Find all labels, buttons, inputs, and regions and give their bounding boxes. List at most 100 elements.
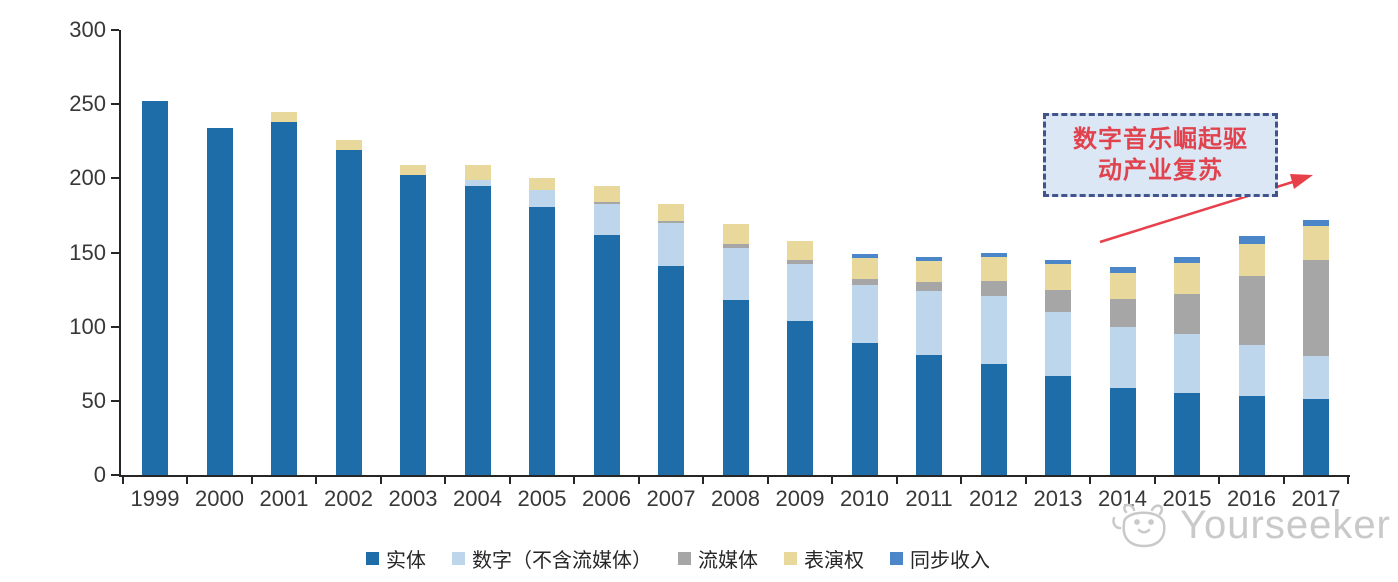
bar-2016-segment-physical [1238, 396, 1265, 475]
chart-legend: 实体 数字（不含流媒体） 流媒体 表演权 同步收入 [366, 544, 990, 573]
bar-2010-segment-streaming [851, 279, 878, 286]
y-axis-label-0: 0 [93, 462, 106, 487]
bar-2002-segment-performance-rights [335, 139, 362, 151]
annotation-text-line2: 动产业复苏 [1098, 157, 1223, 184]
bar-2007-segment-digital-ex-streaming [658, 222, 684, 266]
bar-2006-segment-physical [593, 234, 620, 475]
bar-2009-segment-digital-ex-streaming [787, 264, 813, 321]
y-axis-label-100: 100 [69, 313, 106, 339]
bar-2006-segment-digital-ex-streaming [593, 203, 620, 235]
y-axis-label-200: 200 [69, 165, 106, 191]
x-axis-label-2015: 2015 [1162, 486, 1212, 511]
legend-swatch-physical [366, 552, 379, 565]
bar-2007-segment-streaming [658, 221, 684, 223]
bar-2008-segment-digital-ex-streaming [722, 248, 749, 300]
bar-2015-segment-physical [1174, 393, 1200, 475]
bar-2000 [206, 127, 233, 475]
x-tick-7 [573, 477, 576, 484]
y-axis-label-50: 50 [81, 387, 106, 413]
bar-2009-segment-physical [787, 320, 813, 475]
x-axis-label-2011: 2011 [905, 486, 953, 511]
x-axis-label-2007: 2007 [646, 486, 696, 511]
x-axis-label-1999: 1999 [130, 486, 180, 511]
bar-2017-segment-performance-rights [1303, 225, 1329, 260]
bar-2015-segment-digital-ex-streaming [1174, 334, 1200, 394]
bar-2007-segment-physical [658, 265, 684, 475]
bar-2007-segment-performance-rights [658, 203, 684, 222]
bar-2012-segment-streaming [980, 280, 1007, 296]
legend-item-performance-rights: 表演权 [784, 544, 864, 573]
bar-2006-segment-streaming [593, 202, 620, 204]
bar-2012-segment-sync [980, 252, 1007, 258]
bar-2009-segment-performance-rights [787, 240, 813, 260]
bar-2014-segment-performance-rights [1109, 273, 1136, 299]
x-axis-label-2008: 2008 [711, 486, 760, 511]
bar-2011-segment-physical [916, 354, 942, 475]
bar-2016-segment-streaming [1238, 276, 1265, 345]
bar-2013-segment-sync [1045, 259, 1071, 265]
bar-2006-segment-performance-rights [593, 185, 620, 203]
bar-2004 [464, 165, 491, 475]
bar-2008 [722, 224, 749, 475]
bar-2013-segment-digital-ex-streaming [1045, 311, 1071, 376]
bar-2002 [335, 139, 362, 475]
x-tick-17 [1218, 477, 1221, 484]
bar-2009 [787, 240, 813, 475]
y-axis-label-150: 150 [69, 239, 106, 265]
legend-swatch-performance-rights [784, 552, 797, 565]
x-axis-label-2000: 2000 [195, 486, 244, 511]
annotation-text-line1: 数字音乐崛起驱 [1073, 126, 1248, 153]
annotation-callout: 数字音乐崛起驱 动产业复苏 [1043, 113, 1278, 197]
bar-2001 [271, 111, 297, 475]
x-axis-label-2012: 2012 [969, 486, 1018, 511]
x-tick-15 [1089, 477, 1092, 484]
bar-2017-segment-streaming [1303, 259, 1329, 357]
legend-label-performance-rights: 表演权 [804, 550, 864, 572]
y-axis-line [119, 30, 121, 477]
bar-2004-segment-performance-rights [464, 165, 491, 180]
x-axis-label-2009: 2009 [775, 486, 825, 511]
x-tick-16 [1153, 477, 1156, 484]
bar-2003-segment-performance-rights [400, 165, 426, 176]
x-axis-label-2002: 2002 [324, 486, 373, 511]
bar-2011-segment-sync [916, 256, 942, 262]
bar-2005-segment-performance-rights [529, 178, 555, 191]
y-tick-50 [111, 399, 119, 402]
x-tick-4 [379, 477, 382, 484]
bar-2016-segment-performance-rights [1238, 243, 1265, 277]
legend-item-physical: 实体 [366, 544, 426, 573]
legend-item-digital-ex-streaming: 数字（不含流媒体） [452, 544, 652, 573]
bar-2010 [851, 253, 878, 475]
bar-2013-segment-physical [1045, 375, 1071, 475]
legend-label-sync: 同步收入 [910, 550, 990, 572]
bar-2011 [916, 256, 942, 475]
legend-label-digital-ex-streaming: 数字（不含流媒体） [472, 550, 652, 572]
x-axis-label-2006: 2006 [582, 486, 631, 511]
bar-2015 [1174, 256, 1200, 475]
watermark: Yourseeker [1112, 498, 1391, 552]
bar-2010-segment-performance-rights [851, 258, 878, 280]
bar-1999-segment-physical [142, 101, 168, 475]
legend-item-sync: 同步收入 [890, 544, 990, 573]
x-axis-label-2013: 2013 [1033, 486, 1083, 511]
x-axis-label-2016: 2016 [1227, 486, 1276, 511]
y-tick-100 [111, 325, 119, 328]
x-tick-0 [121, 477, 124, 484]
legend-item-streaming: 流媒体 [678, 544, 758, 573]
x-axis-label-2005: 2005 [517, 486, 567, 511]
bar-2001-segment-physical [271, 122, 297, 475]
x-axis-label-2014: 2014 [1098, 486, 1147, 511]
bar-2006 [593, 185, 620, 475]
x-tick-14 [1024, 477, 1027, 484]
annotation-arrow-head [1290, 174, 1313, 189]
x-tick-5 [444, 477, 447, 484]
bar-2015-segment-streaming [1174, 294, 1200, 335]
bar-2016 [1238, 236, 1265, 475]
legend-swatch-streaming [678, 552, 691, 565]
x-tick-3 [315, 477, 318, 484]
bar-2010-segment-digital-ex-streaming [851, 285, 878, 343]
bar-2014-segment-sync [1109, 267, 1136, 274]
x-axis-label-2001: 2001 [259, 486, 309, 511]
bar-2003-segment-physical [400, 175, 426, 475]
